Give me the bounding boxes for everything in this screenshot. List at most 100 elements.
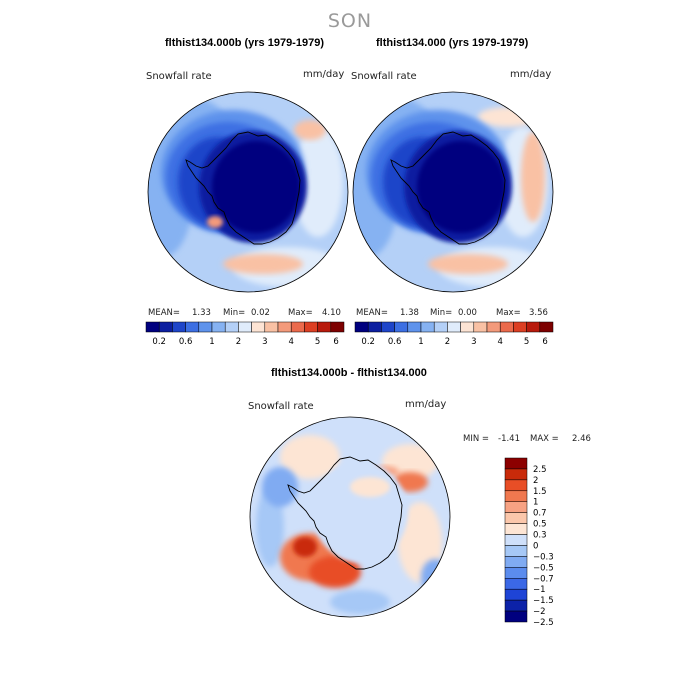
- colorbar2-swatch: [433, 321, 448, 333]
- map2-border: [352, 91, 554, 293]
- colorbar2-swatch: [513, 321, 527, 333]
- map3-interior: [312, 462, 408, 562]
- map3-border: [249, 416, 451, 618]
- colorbar1-swatch: [238, 321, 252, 333]
- colorbar3-tick-label: −1: [533, 585, 546, 595]
- colorbar1-swatch: [158, 321, 173, 333]
- colorbar3-swatch: [504, 490, 528, 502]
- colorbar2-swatch: [394, 321, 409, 333]
- panel2-units-label: mm/day: [510, 69, 552, 80]
- panel3-variable-label: Snowfall rate: [248, 401, 314, 412]
- map2-band-south: [428, 254, 508, 274]
- colorbar3-tick-label: 1: [533, 498, 538, 508]
- colorbar2-swatch: [354, 321, 369, 333]
- map3-region-w-blue: [256, 487, 284, 567]
- panel1-mean-label: MEAN=: [148, 308, 180, 318]
- colorbar2-swatch: [539, 321, 554, 333]
- map2-field: [353, 92, 553, 292]
- colorbar3-tick-label: 2.5: [533, 465, 547, 475]
- panel2-min-label: Min=: [430, 308, 453, 318]
- panel2-variable-label: Snowfall rate: [351, 71, 417, 82]
- panel2-max-label: Max=: [496, 308, 521, 318]
- map2-coastline: [390, 131, 506, 245]
- panel2-mean-value: 1.38: [400, 308, 419, 318]
- season-title: SON: [327, 10, 373, 32]
- colorbar1-tick-label: 6: [333, 337, 338, 347]
- colorbar3-swatch: [504, 599, 528, 612]
- colorbar3-swatch: [504, 567, 528, 579]
- map1-field: [148, 92, 348, 292]
- colorbar3-swatch: [504, 468, 528, 481]
- colorbar1-swatch: [211, 321, 226, 333]
- colorbar3-tick-label: −0.7: [533, 574, 554, 584]
- panel1-min-value: 0.02: [251, 308, 270, 318]
- colorbar3-swatch: [504, 501, 528, 513]
- colorbar3-tick-label: 0.3: [533, 531, 547, 541]
- panel1-min-label: Min=: [223, 308, 246, 318]
- map3-region-se-blue: [421, 559, 449, 595]
- colorbar1-swatch: [251, 321, 266, 333]
- colorbar1-swatch: [185, 321, 200, 333]
- panel1-max-value: 4.10: [322, 308, 341, 318]
- map3-interior-patch: [350, 477, 390, 497]
- colorbar3-tick-label: −0.3: [533, 552, 554, 562]
- colorbar2-swatch: [407, 321, 422, 333]
- colorbar1-swatch: [330, 321, 345, 333]
- map3-region-nw: [280, 435, 340, 479]
- map1-interior-core: [212, 141, 300, 233]
- colorbar2-swatch: [447, 321, 461, 333]
- colorbar2-swatch: [420, 321, 435, 333]
- colorbar1-tick-label: 4: [288, 337, 293, 347]
- map1-band-south: [223, 254, 303, 274]
- colorbar2-swatch: [473, 321, 488, 333]
- panel3-units-label: mm/day: [405, 399, 447, 410]
- colorbar1-tick-label: 5: [315, 337, 320, 347]
- colorbar2-tick-label: 6: [542, 337, 547, 347]
- colorbar1-swatch: [277, 321, 292, 333]
- colorbar3-swatch: [504, 479, 528, 492]
- colorbar3-tick-label: 2: [533, 476, 538, 486]
- colorbar2-tick-label: 4: [497, 337, 502, 347]
- panel2-max-value: 3.56: [529, 308, 548, 318]
- colorbar1-swatch: [172, 321, 186, 333]
- panel3-title: flthist134.000b - flthist134.000: [271, 367, 427, 379]
- colorbar1-swatch: [290, 321, 305, 333]
- colorbar3-tick-label: 0.7: [533, 509, 547, 519]
- panel1-max-label: Max=: [288, 308, 313, 318]
- colorbar1-tick-label: 3: [262, 337, 267, 347]
- map1-coastline: [185, 131, 301, 245]
- colorbar2-tick-label: 1: [418, 337, 423, 347]
- panel1-mean-value: 1.33: [192, 308, 211, 318]
- panel1-units-label: mm/day: [303, 69, 345, 80]
- map1-region-e: [293, 127, 343, 237]
- panel2-mean-label: MEAN=: [356, 308, 388, 318]
- colorbar1-swatch: [304, 321, 318, 333]
- colorbar3-tick-label: 1.5: [533, 487, 547, 497]
- map1-band-ne: [294, 120, 326, 140]
- colorbar2-tick-label: 0.2: [361, 337, 375, 347]
- colorbar2-swatch: [460, 321, 475, 333]
- colorbar2-tick-label: 0.6: [388, 337, 402, 347]
- colorbar1-tick-label: 0.6: [179, 337, 193, 347]
- colorbar1-swatch: [198, 321, 213, 333]
- colorbar1-tick-label: 0.2: [152, 337, 166, 347]
- colorbar3-swatch: [504, 578, 528, 590]
- panel2-title: flthist134.000 (yrs 1979-1979): [376, 37, 529, 49]
- colorbar3-tick-label: −0.5: [533, 563, 554, 573]
- panel1-variable-label: Snowfall rate: [146, 71, 212, 82]
- colorbar2-swatch: [367, 321, 382, 333]
- map2-band-ne: [478, 107, 538, 127]
- colorbar3-swatch: [504, 512, 528, 524]
- colorbar3-swatch: [504, 588, 528, 601]
- map3-region-s-blue: [330, 590, 390, 614]
- colorbar3-swatch: [504, 457, 528, 470]
- colorbar1-tick-label: 1: [209, 337, 214, 347]
- map3-field: [250, 417, 450, 617]
- map2-interior-core: [417, 141, 505, 233]
- colorbar1-swatch: [317, 321, 332, 333]
- colorbar3-tick-label: 0: [533, 541, 538, 551]
- map1-border: [147, 91, 349, 293]
- colorbar2-swatch: [499, 321, 514, 333]
- colorbar3-swatch: [504, 556, 528, 568]
